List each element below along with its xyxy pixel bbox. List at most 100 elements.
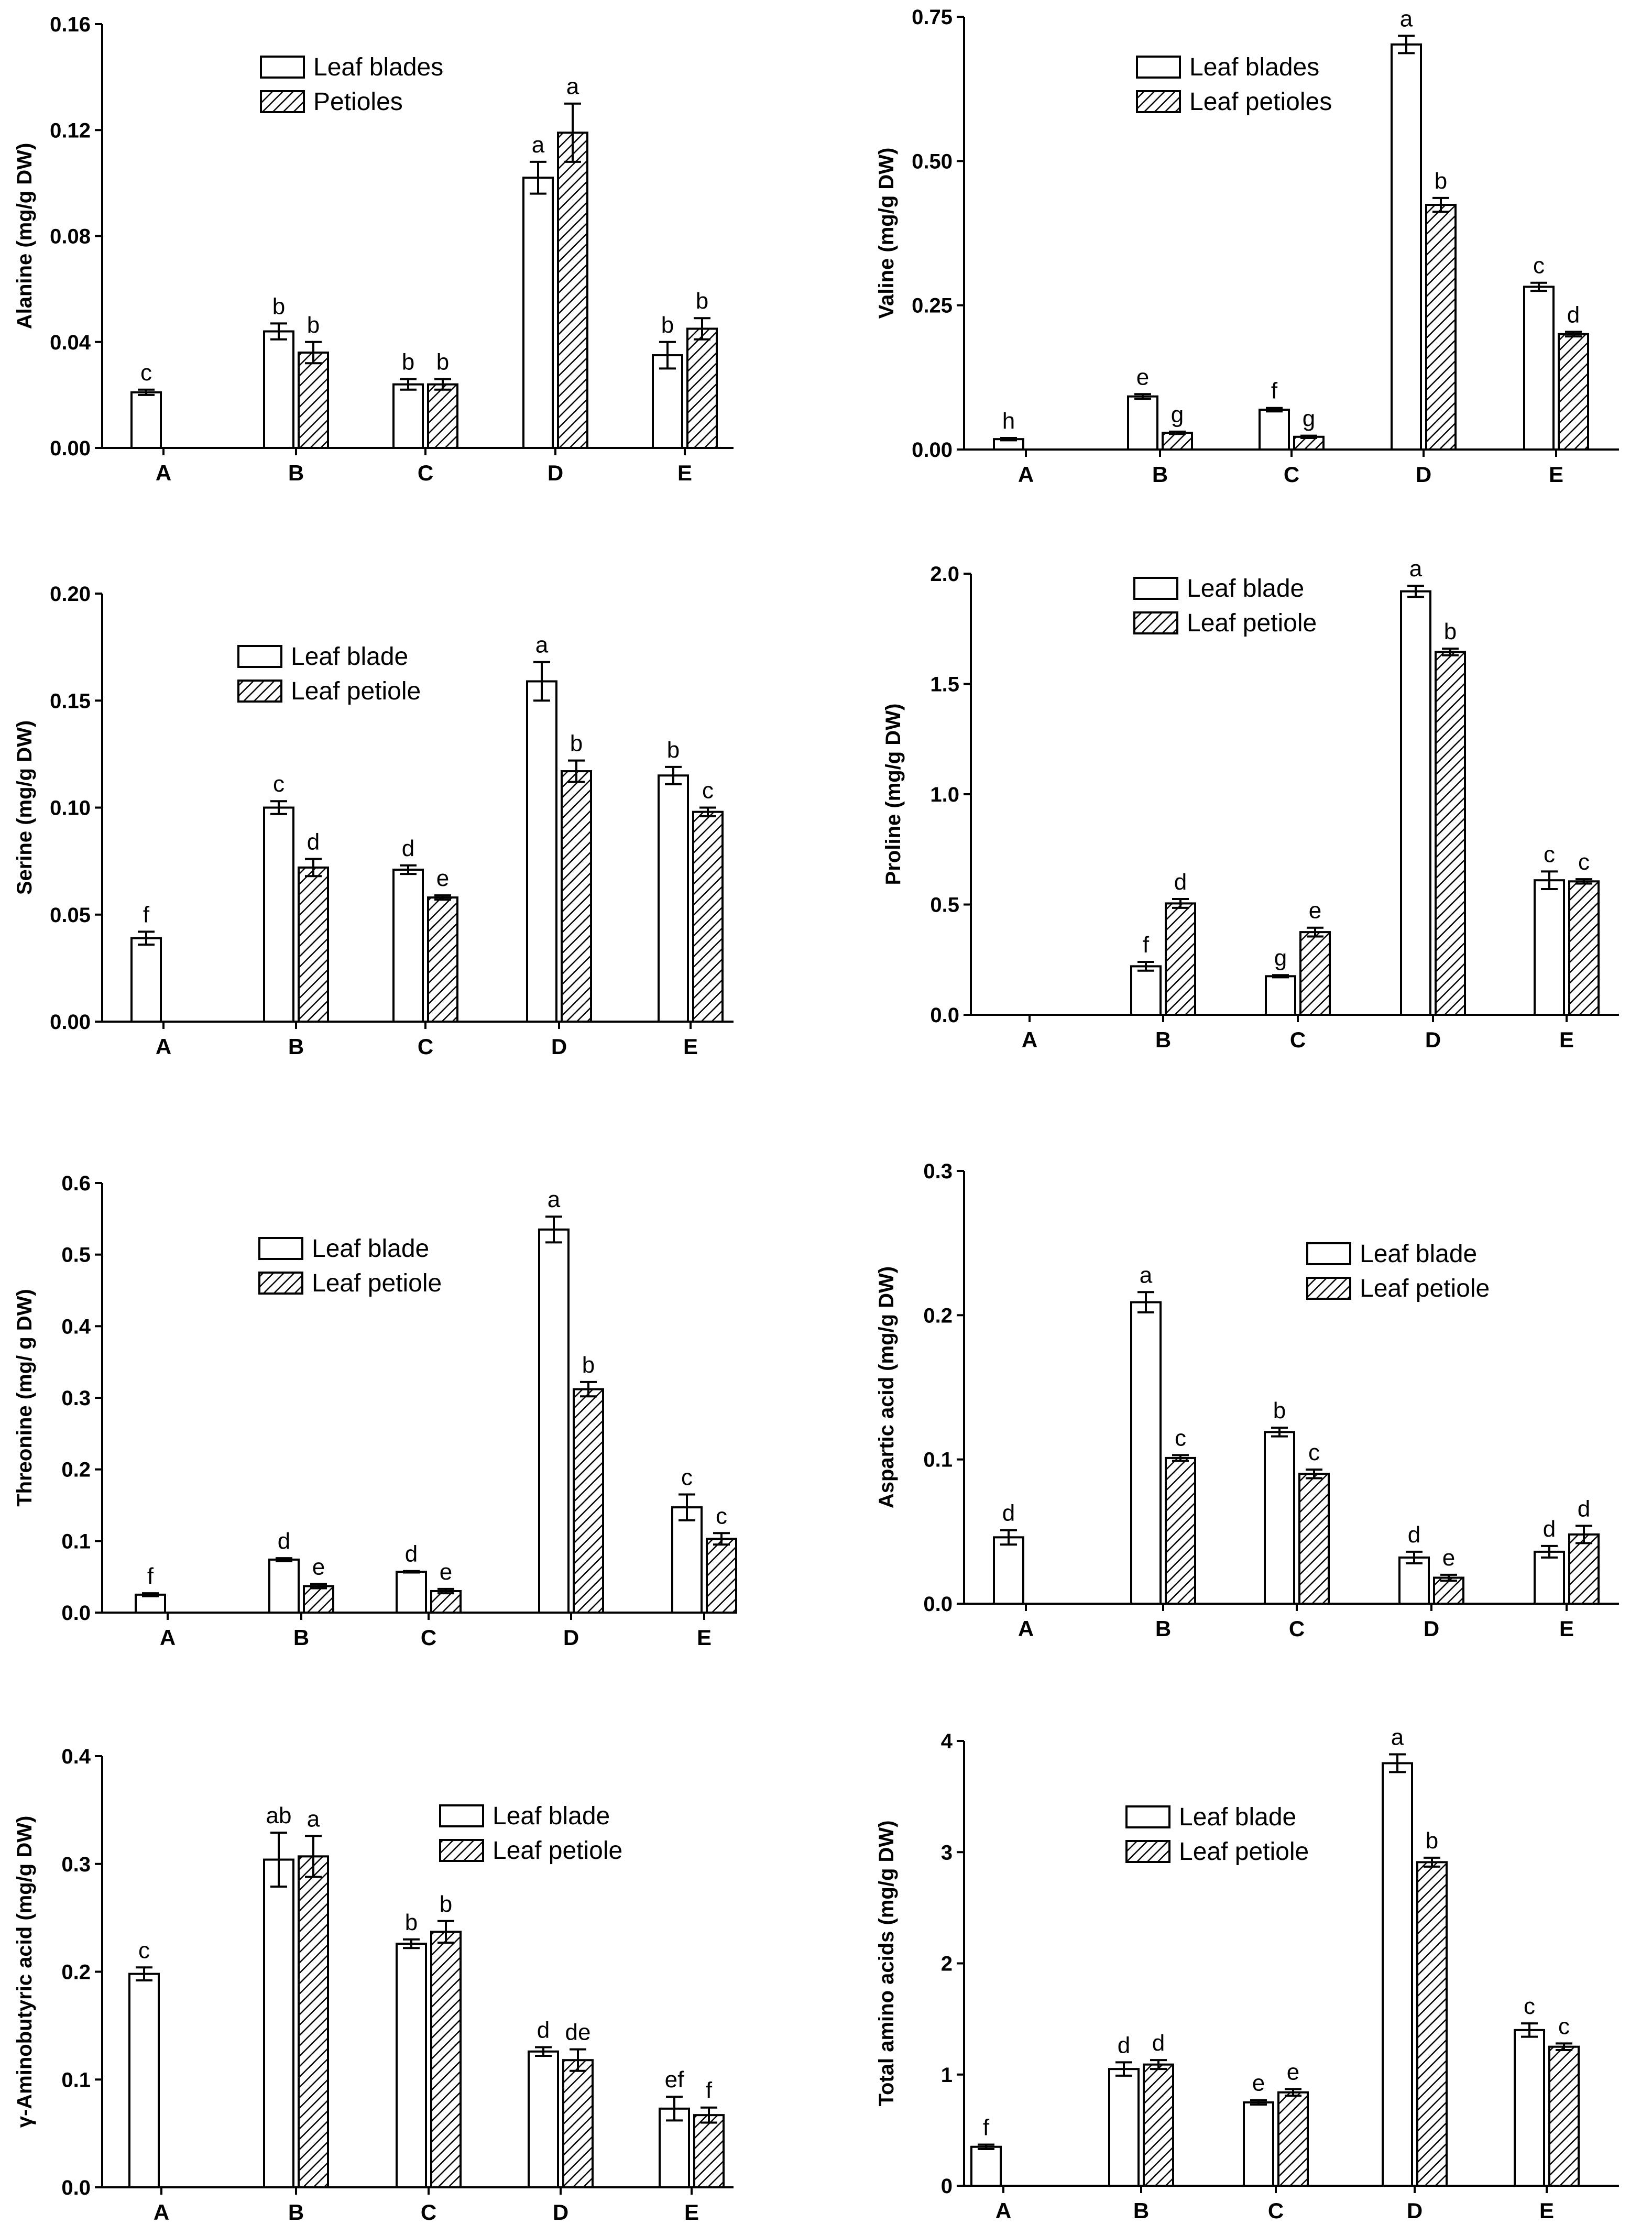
significance-label: d: [307, 829, 320, 855]
bar-petiole-E: [1568, 1533, 1600, 1605]
y-tick-label: 0.50: [912, 150, 953, 173]
x-category-label: A: [995, 2198, 1011, 2223]
chart-panel-3: 0.00 0.05 0.10 0.15 0.20 Serine (mg/g DW) Af Bc…: [13, 583, 734, 1059]
bar-blade-C: [396, 1571, 427, 1614]
legend-label: Leaf petiole: [1179, 1838, 1309, 1866]
significance-label: e: [440, 1559, 452, 1585]
bar-blade-D: [1398, 1556, 1430, 1605]
legend-swatch-blade: [1125, 1805, 1170, 1828]
legend-swatch-blade: [1133, 577, 1178, 600]
significance-label: d: [1002, 1500, 1015, 1526]
chart-panel-6: 0.0 0.1 0.2 0.3 Aspartic acid (mg/g DW) Ad Ba c…: [875, 1160, 1619, 1641]
x-category-label: A: [154, 2200, 169, 2225]
significance-label: c: [1524, 1993, 1535, 2019]
y-tick-label: 0.4: [61, 1315, 91, 1338]
bar-petiole-D: [1433, 1576, 1464, 1605]
y-tick-label: 0.16: [50, 13, 91, 36]
y-tick-label: 4: [941, 1730, 953, 1753]
bar-petiole-E: [1548, 2045, 1580, 2187]
y-tick-label: 0.2: [61, 1961, 91, 1984]
x-category-label: D: [553, 2200, 568, 2225]
y-tick-label: 0.05: [50, 904, 91, 927]
x-category-label: D: [1425, 1027, 1441, 1052]
y-tick-label: 0.0: [61, 1602, 91, 1625]
x-category-label: C: [1290, 1027, 1306, 1052]
bar-blade-D: [528, 2050, 559, 2188]
significance-label: a: [307, 1806, 320, 1832]
bar-blade-A: [993, 1536, 1024, 1605]
legend-label: Leaf petiole: [291, 677, 421, 705]
bar-blade-A: [130, 391, 162, 449]
bar-petiole-C: [1277, 2091, 1309, 2187]
legend-label: Leaf blade: [1360, 1240, 1477, 1268]
legend-label: Leaf blade: [1187, 575, 1304, 602]
significance-label: c: [140, 360, 152, 386]
y-tick-label: 0.1: [61, 1530, 91, 1553]
y-tick-label: 0.2: [61, 1459, 91, 1482]
legend-label: Leaf blade: [291, 643, 408, 671]
legend-swatch-blade: [1136, 56, 1181, 79]
significance-label: h: [1002, 408, 1015, 434]
bar-petiole-B: [303, 1585, 334, 1614]
y-axis-title: Proline (mg/g DW): [882, 704, 905, 885]
bar-petiole-C: [430, 1590, 462, 1614]
legend-label: Leaf blades: [313, 53, 443, 81]
significance-label: b: [1273, 1398, 1286, 1423]
legend-label: Leaf petiole: [312, 1269, 442, 1297]
significance-label: e: [1136, 364, 1149, 390]
y-tick-label: 0.0: [930, 1004, 959, 1027]
x-category-label: E: [677, 461, 692, 485]
chart-panel-8: 0 1 2 3 4 Total amino acids (mg/g DW) Af Bd d Ce e…: [875, 1724, 1619, 2223]
x-category-label: E: [1539, 2198, 1554, 2223]
legend-swatch-petiole: [439, 1839, 484, 1862]
y-tick-label: 0.25: [912, 294, 953, 317]
y-tick-label: 0.75: [912, 6, 953, 29]
x-category-label: C: [418, 461, 433, 485]
bar-blade-D: [1400, 590, 1431, 1016]
bar-blade-E: [652, 354, 683, 449]
legend-swatch-petiole: [260, 90, 305, 113]
significance-label: e: [1442, 1545, 1455, 1571]
significance-label: ab: [266, 1803, 292, 1828]
legend-swatch-blade: [237, 645, 282, 668]
bar-petiole-C: [1298, 1473, 1330, 1605]
bar-blade-E: [1523, 286, 1555, 451]
bar-petiole-E: [693, 2114, 725, 2188]
y-tick-label: 0.00: [912, 439, 953, 462]
bar-blade-E: [671, 1506, 703, 1614]
y-tick-label: 0.5: [930, 894, 959, 917]
legend-label: Leaf petioles: [1189, 88, 1332, 116]
bar-blade-D: [1391, 43, 1422, 451]
x-category-label: D: [1416, 462, 1431, 487]
x-category-label: C: [421, 1625, 436, 1650]
significance-label: a: [1409, 556, 1423, 582]
significance-label: d: [402, 836, 414, 861]
x-category-label: E: [1559, 1616, 1574, 1641]
legend-label: Leaf petiole: [1360, 1275, 1490, 1302]
significance-label: c: [1578, 849, 1590, 875]
significance-label: b: [1444, 619, 1457, 644]
significance-label: g: [1274, 945, 1287, 971]
x-category-label: B: [1155, 1616, 1171, 1641]
x-category-label: C: [1284, 462, 1299, 487]
bar-petiole-B: [1143, 2063, 1174, 2187]
significance-label: b: [667, 737, 680, 763]
legend-label: Leaf blades: [1189, 53, 1319, 81]
y-tick-label: 0.04: [50, 331, 91, 354]
x-category-label: A: [160, 1625, 176, 1650]
bar-blade-C: [392, 868, 424, 1023]
bar-blade-B: [1108, 2068, 1140, 2187]
significance-label: f: [983, 2115, 990, 2140]
bar-petiole-E: [692, 810, 724, 1023]
x-category-label: A: [1018, 462, 1034, 487]
y-tick-label: 0.0: [61, 2176, 91, 2199]
bar-petiole-B: [1162, 432, 1193, 451]
y-tick-label: 2: [941, 1953, 953, 1976]
y-tick-label: 0.5: [61, 1244, 91, 1267]
significance-label: c: [1544, 841, 1555, 867]
y-tick-label: 0.4: [61, 1745, 91, 1768]
bar-petiole-D: [561, 770, 592, 1023]
bar-blade-C: [392, 383, 424, 450]
bar-petiole-E: [706, 1538, 737, 1614]
x-category-label: A: [156, 461, 171, 485]
